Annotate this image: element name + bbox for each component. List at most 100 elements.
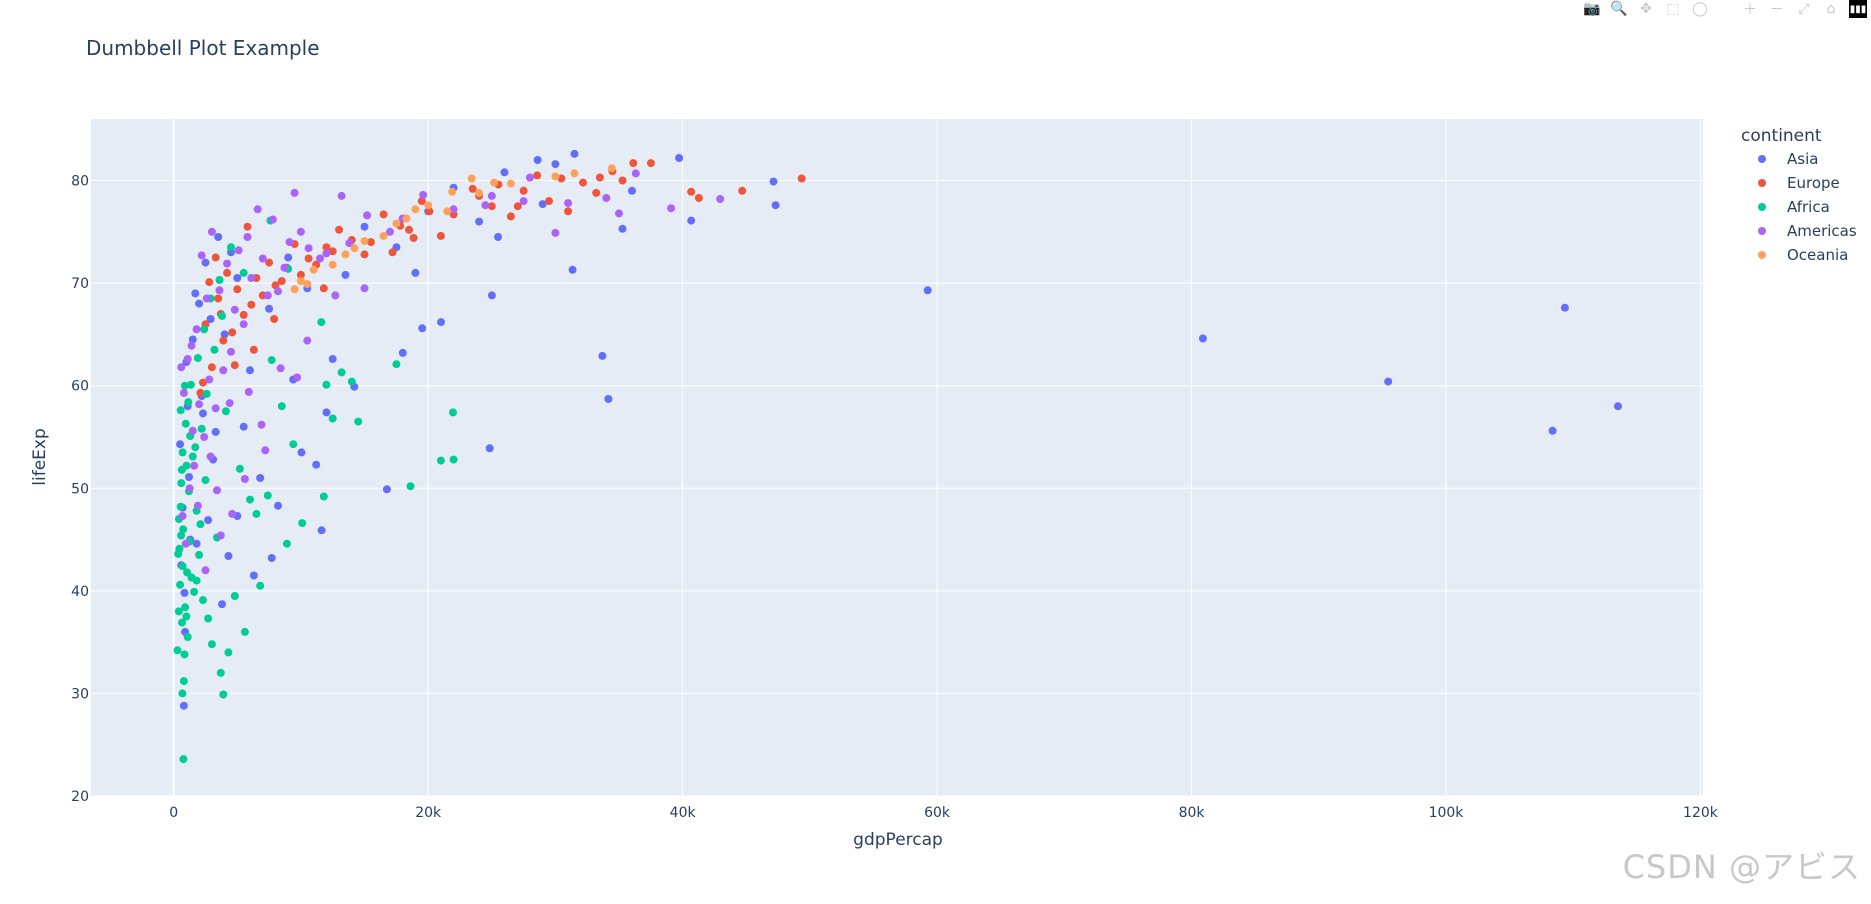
point-americas[interactable] [178,512,187,520]
point-oceania[interactable] [360,237,369,246]
zoom-in-icon[interactable]: ＋ [1743,2,1757,18]
point-africa[interactable] [215,276,224,284]
point-africa[interactable] [177,465,186,474]
point-africa[interactable] [176,580,185,589]
point-oceania[interactable] [448,187,457,196]
legend-label-europe[interactable]: Europe [1787,174,1840,192]
point-europe[interactable] [207,363,216,372]
point-europe[interactable] [592,188,601,197]
point-europe[interactable] [214,294,223,303]
point-asia[interactable] [317,526,326,535]
point-americas[interactable] [240,475,249,483]
point-europe[interactable] [211,253,220,262]
point-europe[interactable] [205,278,214,287]
point-africa[interactable] [173,646,182,655]
point-asia[interactable] [487,291,496,300]
point-asia[interactable] [176,440,185,449]
point-europe[interactable] [296,270,305,279]
point-americas[interactable] [257,420,266,429]
point-asia[interactable] [191,289,200,298]
point-africa[interactable] [181,603,190,612]
point-africa[interactable] [263,491,272,500]
point-oceania[interactable] [411,205,420,214]
point-americas[interactable] [261,446,270,455]
point-americas[interactable] [207,227,216,236]
point-europe[interactable] [247,300,256,309]
point-europe[interactable] [239,310,248,319]
point-americas[interactable] [667,204,676,213]
point-europe[interactable] [304,254,313,263]
point-asia[interactable] [675,154,684,162]
point-oceania[interactable] [570,169,579,178]
point-europe[interactable] [533,171,542,180]
point-asia[interactable] [1198,334,1207,343]
point-asia[interactable] [220,330,229,339]
plot-area[interactable] [91,119,1703,796]
point-europe[interactable] [199,378,207,387]
point-africa[interactable] [210,345,219,354]
point-europe[interactable] [409,234,418,242]
point-africa[interactable] [180,650,189,659]
point-americas[interactable] [331,291,340,300]
legend-marker-africa[interactable] [1758,203,1766,211]
point-americas[interactable] [303,336,312,345]
point-europe[interactable] [270,315,279,323]
point-africa[interactable] [337,368,346,377]
point-africa[interactable] [354,417,363,426]
point-africa[interactable] [178,562,187,571]
point-africa[interactable] [199,596,207,605]
legend-label-africa[interactable]: Africa [1787,198,1830,216]
point-africa[interactable] [197,424,206,433]
point-africa[interactable] [202,389,211,398]
point-asia[interactable] [239,422,248,431]
point-americas[interactable] [216,531,225,540]
point-asia[interactable] [328,355,337,363]
point-americas[interactable] [202,294,211,303]
point-africa[interactable] [267,356,276,365]
point-europe[interactable] [687,187,696,196]
point-africa[interactable] [182,612,191,621]
point-africa[interactable] [179,677,188,686]
point-africa[interactable] [193,354,202,362]
point-oceania[interactable] [296,277,305,286]
point-europe[interactable] [694,194,703,202]
point-oceania[interactable] [350,244,359,253]
point-americas[interactable] [276,364,285,373]
point-africa[interactable] [190,587,199,596]
point-americas[interactable] [187,341,196,350]
point-africa[interactable] [252,509,261,518]
point-africa[interactable] [200,325,209,334]
point-americas[interactable] [243,233,252,241]
point-africa[interactable] [191,443,200,452]
point-africa[interactable] [289,440,298,449]
point-europe[interactable] [360,250,369,259]
point-europe[interactable] [646,159,655,168]
point-asia[interactable] [341,270,350,279]
point-asia[interactable] [179,701,188,710]
point-europe[interactable] [233,285,242,294]
point-asia[interactable] [233,274,242,282]
point-africa[interactable] [218,311,226,320]
point-africa[interactable] [240,627,249,636]
point-africa[interactable] [392,360,401,369]
point-asia[interactable] [923,286,932,295]
point-africa[interactable] [196,520,205,529]
point-europe[interactable] [618,176,627,185]
point-africa[interactable] [449,408,457,417]
point-africa[interactable] [449,455,458,464]
point-asia[interactable] [418,324,427,333]
point-africa[interactable] [239,268,248,277]
point-americas[interactable] [183,355,192,363]
point-africa[interactable] [195,550,204,559]
legend-marker-asia[interactable] [1758,155,1766,163]
point-americas[interactable] [360,284,369,293]
point-europe[interactable] [425,207,434,216]
point-asia[interactable] [687,216,696,225]
point-asia[interactable] [297,448,306,457]
point-oceania[interactable] [309,265,318,274]
point-africa[interactable] [192,576,201,585]
point-americas[interactable] [181,539,190,548]
legend-marker-oceania[interactable] [1758,251,1766,259]
point-europe[interactable] [738,186,747,195]
point-americas[interactable] [293,373,302,382]
